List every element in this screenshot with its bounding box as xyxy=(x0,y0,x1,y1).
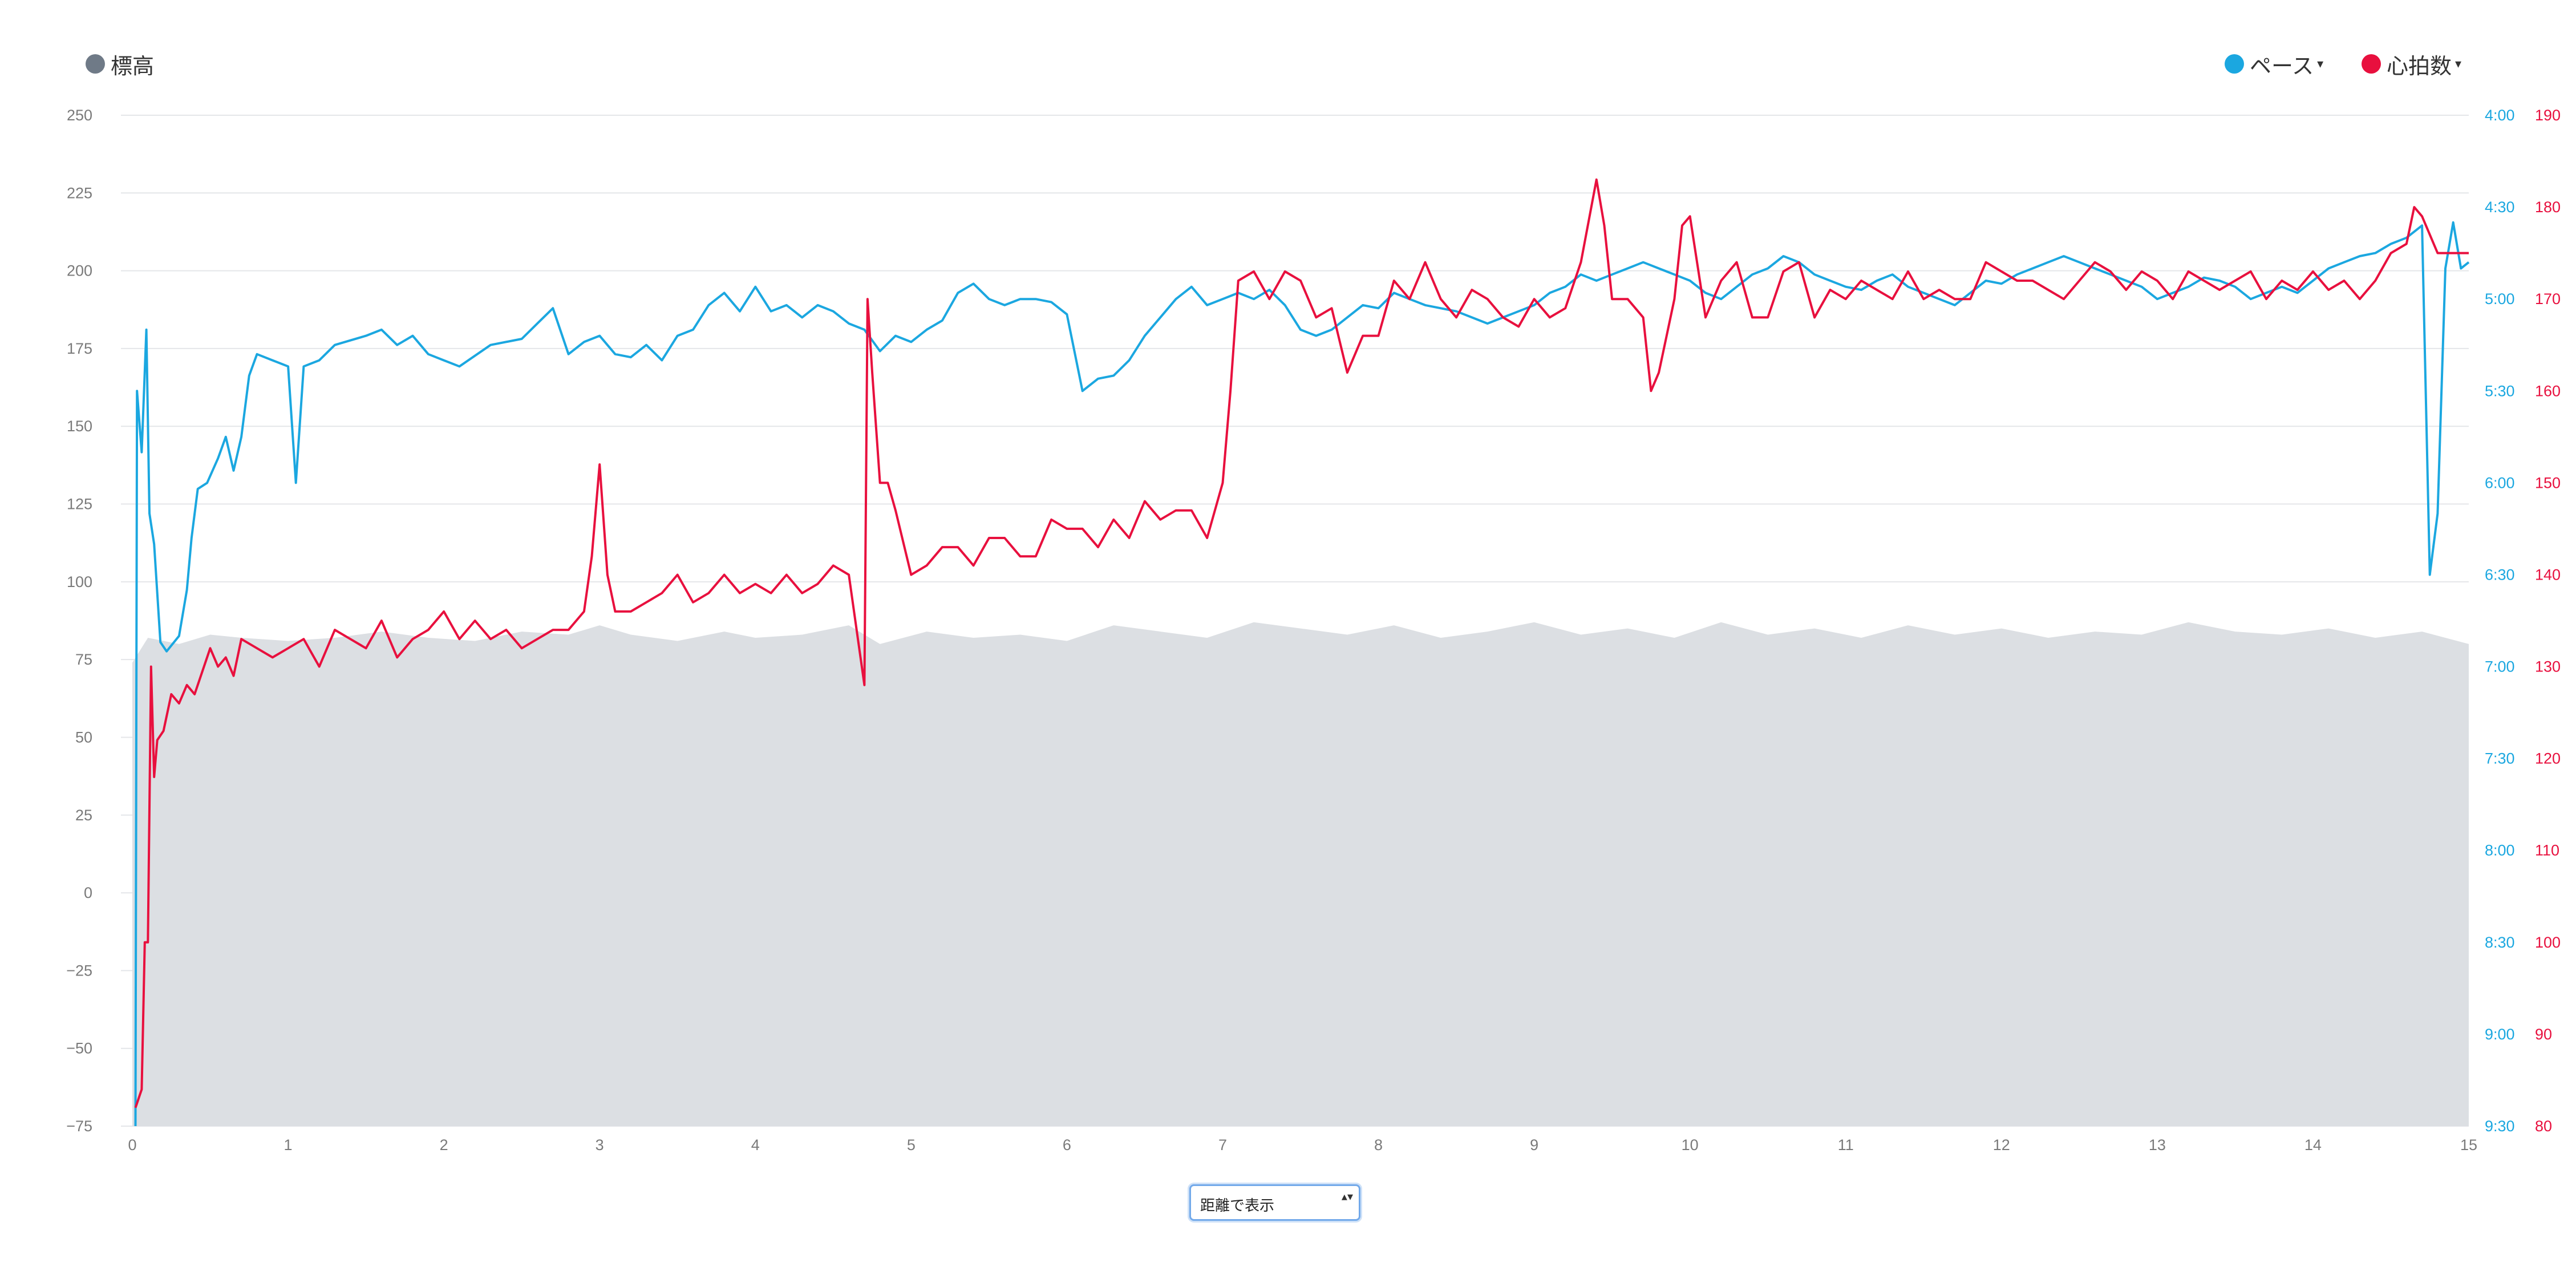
y-pace-tick-label: 5:00 xyxy=(2485,290,2515,307)
view-mode-select[interactable]: 距離で表示 ▴▾ xyxy=(1189,1184,1360,1221)
x-tick-label: 10 xyxy=(1682,1136,1699,1154)
x-tick-label: 2 xyxy=(440,1136,448,1154)
y-heart-rate-tick-label: 90 xyxy=(2535,1026,2552,1043)
pace-line-layer xyxy=(134,221,2470,1127)
legend-elevation[interactable]: 標高 xyxy=(86,48,154,80)
y-pace-tick-label: 6:00 xyxy=(2485,474,2515,491)
y-pace-tick-label: 4:00 xyxy=(2485,107,2515,124)
legend-pace-label: ペース xyxy=(2250,53,2314,79)
y-heart-rate-tick-label: 150 xyxy=(2535,474,2561,491)
x-tick-label: 5 xyxy=(907,1136,916,1154)
x-tick-label: 12 xyxy=(1993,1136,2010,1154)
y-left-tick-label: 150 xyxy=(67,418,92,435)
y-pace-tick-label: 4:30 xyxy=(2485,199,2515,216)
y-heart-rate-tick-label: 170 xyxy=(2535,290,2561,307)
x-tick-label: 7 xyxy=(1218,1136,1227,1154)
x-tick-label: 11 xyxy=(1838,1136,1854,1154)
y-left-tick-label: 0 xyxy=(84,884,92,901)
y-pace-tick-label: 9:30 xyxy=(2485,1118,2515,1135)
y-left-tick-label: 125 xyxy=(67,496,92,513)
pace-dropdown-caret-icon[interactable]: ▾ xyxy=(2317,56,2324,71)
y-left-tick-label: −25 xyxy=(66,962,92,979)
elevation-area xyxy=(132,622,2469,1126)
heart-rate-dropdown-caret-icon[interactable]: ▾ xyxy=(2455,56,2462,71)
y-heart-rate-tick-label: 100 xyxy=(2535,934,2561,951)
x-tick-label: 15 xyxy=(2460,1136,2477,1154)
x-tick-label: 13 xyxy=(2149,1136,2166,1154)
y-heart-rate-tick-label: 110 xyxy=(2535,842,2559,859)
heart-rate-line xyxy=(134,178,2469,1108)
y-pace-tick-label: 7:30 xyxy=(2485,750,2515,767)
view-mode-select-value: 距離で表示 xyxy=(1200,1197,1275,1215)
y-left-tick-label: −75 xyxy=(66,1118,92,1135)
y-pace-tick-label: 8:00 xyxy=(2485,842,2515,859)
y-pace-tick-label: 5:30 xyxy=(2485,382,2515,399)
y-left-tick-label: −50 xyxy=(66,1040,92,1057)
elevation-dot-icon xyxy=(86,54,105,74)
legend-heart-rate-label: 心拍数 xyxy=(2387,53,2452,79)
y-heart-rate-tick-label: 190 xyxy=(2535,107,2561,124)
y-pace-tick-label: 7:00 xyxy=(2485,658,2515,675)
y-left-tick-label: 50 xyxy=(75,729,92,746)
legend-pace[interactable]: ペース ▾ xyxy=(2225,48,2323,80)
y-left-tick-label: 225 xyxy=(67,184,92,201)
x-tick-label: 0 xyxy=(128,1136,136,1154)
heart-rate-line-layer xyxy=(134,178,2469,1108)
y-left-tick-label: 250 xyxy=(67,107,92,124)
y-heart-rate-tick-label: 160 xyxy=(2535,382,2561,399)
y-heart-rate-tick-label: 140 xyxy=(2535,566,2561,583)
x-tick-label: 9 xyxy=(1530,1136,1538,1154)
y-pace-tick-label: 9:00 xyxy=(2485,1026,2515,1043)
x-tick-label: 6 xyxy=(1063,1136,1071,1154)
pace-dot-icon xyxy=(2225,54,2244,74)
pace-line xyxy=(134,221,2470,1127)
y-left-tick-label: 175 xyxy=(67,340,92,357)
y-left-tick-label: 75 xyxy=(75,651,92,668)
y-left-tick-label: 100 xyxy=(67,573,92,590)
x-tick-label: 1 xyxy=(284,1136,293,1154)
y-pace-tick-label: 6:30 xyxy=(2485,566,2515,583)
elevation-area-layer xyxy=(132,622,2469,1126)
x-tick-label: 14 xyxy=(2304,1136,2322,1154)
x-tick-label: 8 xyxy=(1374,1136,1383,1154)
x-tick-label: 4 xyxy=(751,1136,760,1154)
y-heart-rate-tick-label: 180 xyxy=(2535,199,2561,216)
heart-rate-dot-icon xyxy=(2362,54,2381,74)
y-heart-rate-tick-label: 120 xyxy=(2535,750,2561,767)
y-left-tick-label: 200 xyxy=(67,262,92,280)
y-heart-rate-tick-label: 80 xyxy=(2535,1118,2552,1135)
y-pace-tick-label: 8:30 xyxy=(2485,934,2515,951)
legend-elevation-label: 標高 xyxy=(111,53,155,79)
y-heart-rate-tick-label: 130 xyxy=(2535,658,2561,675)
select-arrows-icon: ▴▾ xyxy=(1341,1189,1353,1203)
y-left-tick-label: 25 xyxy=(75,807,92,824)
legend-heart-rate[interactable]: 心拍数 ▾ xyxy=(2362,48,2461,80)
x-tick-label: 3 xyxy=(596,1136,604,1154)
